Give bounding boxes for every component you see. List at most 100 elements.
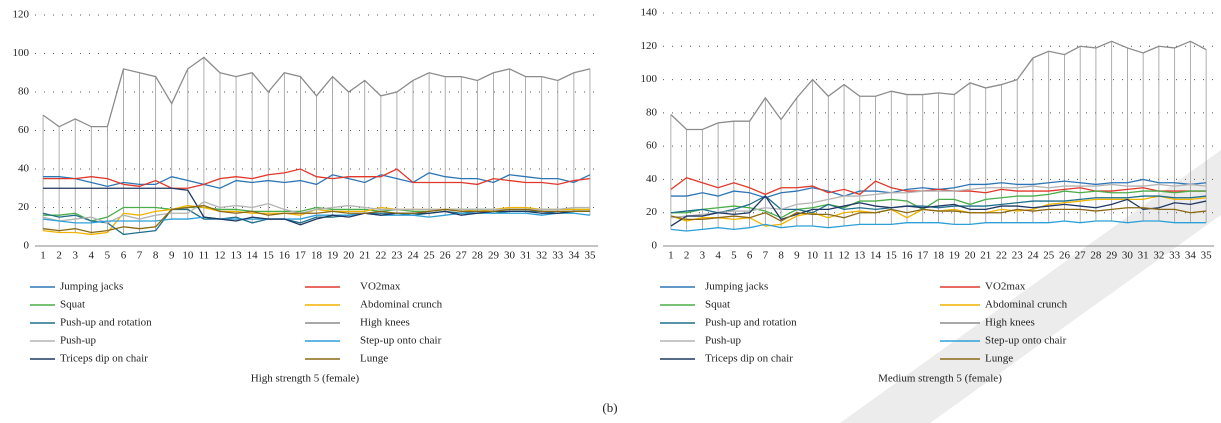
x-tick-label: 28 [472, 250, 484, 262]
x-tick-label: 1 [668, 250, 674, 262]
x-tick-label: 19 [327, 250, 339, 262]
x-tick-label: 29 [1106, 250, 1118, 262]
x-tick-label: 23 [391, 250, 403, 262]
x-tick-label: 33 [1169, 250, 1181, 262]
x-tick-label: 33 [552, 250, 564, 262]
x-tick-label: 3 [700, 250, 706, 262]
legend-label: Triceps dip on chair [705, 353, 793, 365]
series-line [670, 195, 1207, 214]
x-tick-label: 34 [1185, 250, 1197, 262]
legend-label: Step-up onto chair [360, 335, 442, 347]
y-tick-label: 20 [18, 201, 30, 213]
series-line [670, 220, 1207, 232]
chart-caption: High strength 5 (female) [251, 373, 360, 385]
x-tick-label: 34 [568, 250, 580, 262]
x-tick-label: 25 [424, 250, 436, 262]
legend-label: Jumping jacks [60, 281, 123, 293]
x-tick-label: 6 [747, 250, 753, 262]
x-tick-label: 31 [1138, 250, 1149, 262]
legend-label: Abdominal crunch [360, 299, 443, 311]
x-tick-label: 2 [684, 250, 690, 262]
x-tick-label: 20 [964, 250, 976, 262]
legend-label: Squat [705, 299, 730, 311]
x-tick-label: 13 [231, 250, 243, 262]
x-tick-label: 20 [343, 250, 355, 262]
figure-label: (b) [602, 400, 617, 415]
x-tick-label: 15 [886, 250, 898, 262]
y-tick-label: 0 [652, 240, 658, 252]
x-tick-label: 27 [1075, 250, 1087, 262]
legend-label: VO2max [985, 281, 1026, 293]
x-tick-label: 7 [763, 250, 769, 262]
x-tick-label: 17 [917, 250, 929, 262]
y-tick-label: 60 [646, 140, 658, 152]
x-tick-label: 17 [295, 250, 307, 262]
x-tick-label: 14 [870, 250, 882, 262]
legend-label: Abdominal crunch [985, 299, 1068, 311]
y-tick-label: 80 [18, 86, 30, 98]
x-tick-label: 26 [440, 250, 452, 262]
x-tick-label: 16 [902, 250, 914, 262]
x-tick-label: 26 [1059, 250, 1071, 262]
series-line [42, 56, 591, 128]
x-tick-label: 10 [182, 250, 194, 262]
x-tick-label: 30 [1122, 250, 1134, 262]
y-tick-label: 80 [646, 106, 658, 118]
x-tick-label: 15 [263, 250, 275, 262]
x-tick-label: 10 [807, 250, 819, 262]
x-tick-label: 8 [778, 250, 784, 262]
legend-label: Step-up onto chair [985, 335, 1067, 347]
x-tick-label: 25 [1043, 250, 1055, 262]
legend-label: Jumping jacks [705, 281, 768, 293]
legend-label: Lunge [360, 353, 388, 365]
y-tick-label: 140 [641, 7, 658, 19]
x-tick-label: 14 [247, 250, 259, 262]
x-tick-label: 22 [996, 250, 1007, 262]
x-tick-label: 1 [40, 250, 46, 262]
x-tick-label: 23 [1012, 250, 1024, 262]
x-tick-label: 24 [1027, 250, 1039, 262]
x-tick-label: 2 [56, 250, 62, 262]
x-tick-label: 13 [854, 250, 866, 262]
x-tick-label: 24 [408, 250, 420, 262]
y-tick-label: 40 [18, 163, 30, 175]
x-tick-label: 4 [715, 250, 721, 262]
y-tick-label: 120 [641, 40, 658, 52]
x-tick-label: 16 [279, 250, 291, 262]
x-tick-label: 31 [520, 250, 531, 262]
y-tick-label: 40 [646, 173, 658, 185]
x-tick-label: 28 [1090, 250, 1102, 262]
x-tick-label: 5 [731, 250, 737, 262]
series-line [42, 204, 590, 234]
x-tick-label: 22 [375, 250, 386, 262]
x-tick-label: 35 [584, 250, 596, 262]
x-tick-label: 29 [488, 250, 500, 262]
legend-label: Push-up and rotation [60, 317, 152, 329]
y-tick-label: 100 [641, 73, 658, 85]
x-tick-label: 7 [137, 250, 143, 262]
watermark [840, 150, 1221, 423]
chart-caption: Medium strength 5 (female) [878, 373, 1002, 385]
x-tick-label: 32 [536, 250, 547, 262]
series-line [670, 183, 1207, 219]
legend-label: Triceps dip on chair [60, 353, 148, 365]
x-tick-label: 11 [823, 250, 834, 262]
y-tick-label: 100 [13, 47, 30, 59]
legend-label: Lunge [985, 353, 1013, 365]
x-tick-label: 12 [839, 250, 850, 262]
x-tick-label: 9 [169, 250, 175, 262]
y-tick-label: 20 [646, 206, 658, 218]
legend-label: Push-up and rotation [705, 317, 797, 329]
x-tick-label: 5 [105, 250, 111, 262]
x-tick-label: 21 [980, 250, 991, 262]
legend-label: Push-up [60, 335, 97, 347]
legend-label: High knees [985, 317, 1035, 329]
x-tick-label: 6 [121, 250, 127, 262]
x-tick-label: 8 [153, 250, 159, 262]
legend-label: Push-up [705, 335, 742, 347]
series-line [670, 40, 1207, 131]
x-tick-label: 21 [359, 250, 370, 262]
x-tick-label: 9 [794, 250, 800, 262]
legend-label: High knees [360, 317, 410, 329]
x-tick-label: 18 [933, 250, 945, 262]
